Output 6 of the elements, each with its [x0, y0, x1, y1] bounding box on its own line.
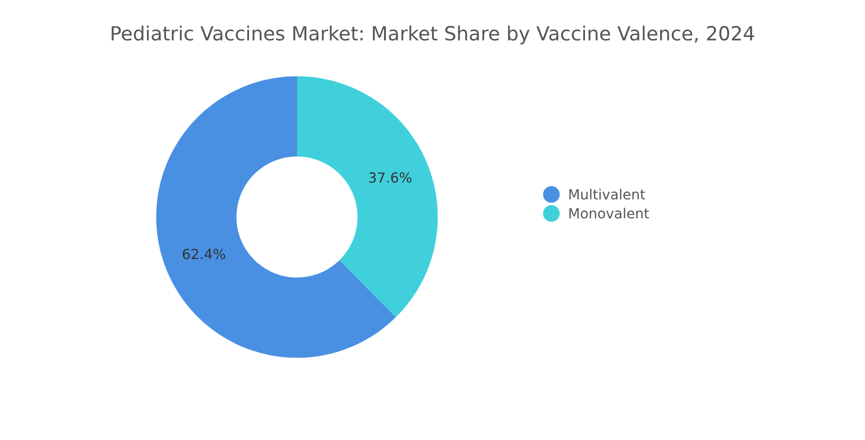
- chart-title: Pediatric Vaccines Market: Market Share by Vaccine Valence, 2024: [112, 26, 754, 44]
- legend-label: Multivalent: [569, 188, 646, 200]
- data-label: 37.6%: [369, 172, 412, 183]
- data-label: 62.4%: [182, 248, 226, 260]
- donut-slice: [297, 76, 438, 318]
- legend-label: Monovalent: [569, 208, 649, 219]
